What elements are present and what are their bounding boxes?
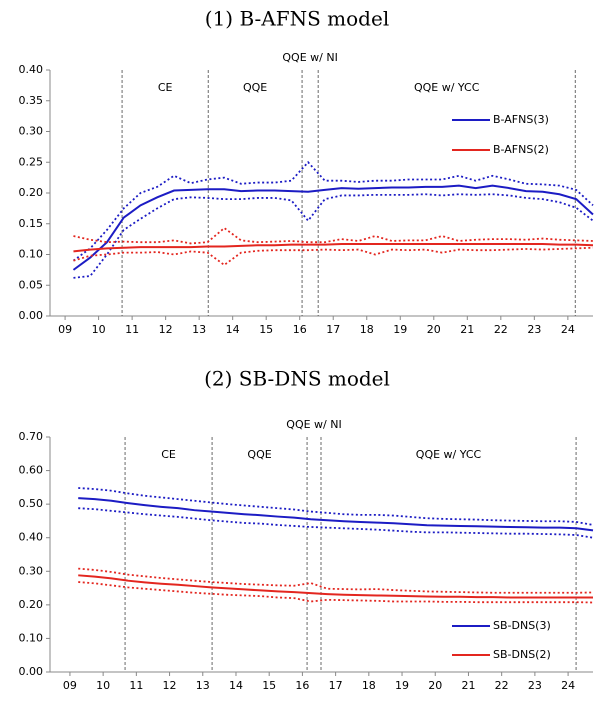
x-tick-label: 13 <box>192 323 206 336</box>
band-line <box>72 160 594 262</box>
y-tick-label: 0.35 <box>19 94 44 107</box>
legend-label: SB-DNS(2) <box>493 648 551 661</box>
y-tick-label: 0.10 <box>19 248 44 261</box>
x-tick-label: 21 <box>461 679 475 692</box>
band-line <box>78 507 594 539</box>
legend-label: B-AFNS(3) <box>493 113 549 126</box>
y-tick-label: 0.70 <box>19 430 44 443</box>
x-tick-label: 24 <box>561 323 575 336</box>
annotation: QQE w/ YCC <box>414 81 480 94</box>
annotation: QQE w/ NI <box>282 51 337 64</box>
y-tick-label: 0.00 <box>19 665 44 678</box>
x-tick-label: 22 <box>495 679 509 692</box>
x-tick-label: 09 <box>63 679 77 692</box>
x-tick-label: 09 <box>58 323 72 336</box>
x-tick-label: 17 <box>326 323 340 336</box>
annotation: QQE w/ NI <box>286 418 341 431</box>
x-tick-label: 17 <box>329 679 343 692</box>
x-tick-label: 23 <box>528 679 542 692</box>
y-tick-label: 0.40 <box>19 531 44 544</box>
x-tick-label: 24 <box>561 679 575 692</box>
y-tick-label: 0.40 <box>19 63 44 76</box>
x-tick-label: 19 <box>395 679 409 692</box>
y-tick-label: 0.20 <box>19 598 44 611</box>
band-line <box>78 581 594 604</box>
series-line <box>78 497 594 532</box>
band-line <box>78 487 594 526</box>
band-line <box>73 246 594 267</box>
x-tick-label: 20 <box>427 323 441 336</box>
chart-title: (2) SB-DNS model <box>204 367 390 391</box>
chart-title: (1) B-AFNS model <box>205 7 389 31</box>
series-line <box>78 574 593 599</box>
x-tick-label: 21 <box>460 323 474 336</box>
y-tick-label: 0.20 <box>19 186 44 199</box>
x-tick-label: 14 <box>226 323 240 336</box>
y-tick-label: 0.15 <box>19 217 44 230</box>
series-line <box>73 243 594 253</box>
x-tick-label: 19 <box>393 323 407 336</box>
y-tick-label: 0.00 <box>19 309 44 322</box>
x-tick-label: 11 <box>129 679 143 692</box>
annotation: QQE w/ YCC <box>416 448 482 461</box>
x-tick-label: 10 <box>96 679 110 692</box>
band-line <box>73 193 594 279</box>
y-tick-label: 0.25 <box>19 155 44 168</box>
legend-label: SB-DNS(3) <box>493 619 551 632</box>
annotation: QQE <box>243 81 267 94</box>
y-tick-label: 0.30 <box>19 564 44 577</box>
x-tick-label: 15 <box>262 679 276 692</box>
x-tick-label: 18 <box>360 323 374 336</box>
legend-label: B-AFNS(2) <box>493 143 549 156</box>
band-line <box>78 567 594 594</box>
x-tick-label: 16 <box>293 323 307 336</box>
x-tick-label: 12 <box>159 323 173 336</box>
x-tick-label: 22 <box>494 323 508 336</box>
y-tick-label: 0.50 <box>19 497 44 510</box>
x-tick-label: 20 <box>428 679 442 692</box>
x-tick-label: 16 <box>295 679 309 692</box>
series-line <box>72 184 594 271</box>
x-tick-label: 14 <box>229 679 243 692</box>
x-tick-label: 12 <box>163 679 177 692</box>
y-tick-label: 0.60 <box>19 464 44 477</box>
x-tick-label: 23 <box>527 323 541 336</box>
x-tick-label: 13 <box>196 679 210 692</box>
x-tick-label: 11 <box>125 323 139 336</box>
x-tick-label: 18 <box>362 679 376 692</box>
y-tick-label: 0.10 <box>19 631 44 644</box>
annotation: CE <box>161 448 176 461</box>
x-tick-label: 10 <box>92 323 106 336</box>
y-tick-label: 0.30 <box>19 125 44 138</box>
annotation: QQE <box>247 448 271 461</box>
band-line <box>73 226 594 245</box>
y-tick-label: 0.05 <box>19 278 44 291</box>
x-tick-label: 15 <box>259 323 273 336</box>
annotation: CE <box>158 81 173 94</box>
